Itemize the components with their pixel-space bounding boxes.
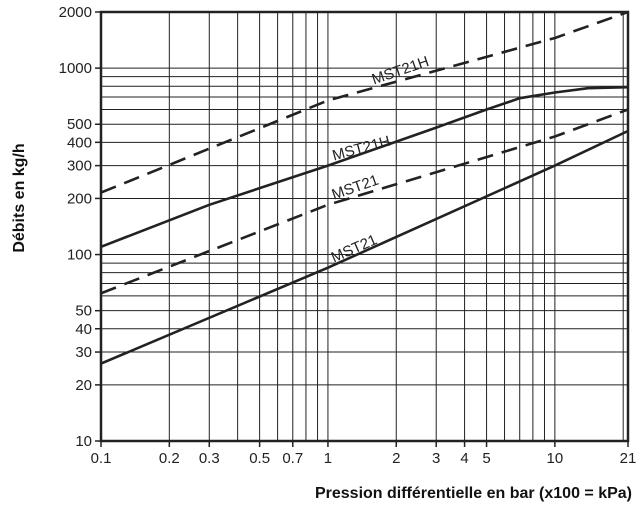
y-tick-label: 20: [75, 377, 92, 394]
y-tick-label: 300: [67, 158, 92, 175]
x-tick-label: 5: [482, 450, 490, 467]
series-line-mst21h-solid: [100, 85, 629, 249]
series-line-mst21-solid: [100, 129, 629, 365]
y-tick-label: 40: [75, 321, 92, 338]
x-tick-label: 21: [620, 450, 636, 467]
series-label: MST21: [329, 231, 380, 266]
plot-frame: [99, 10, 630, 443]
x-axis-ticks: 0.1 0.2 0.3 0.5 0.7 1 2 3 4 5 10 21: [91, 441, 636, 467]
series-line-mst21h-dashed: [100, 10, 629, 194]
y-axis-title: Débits en kg/h: [11, 143, 28, 252]
y-tick-label: 100: [67, 247, 92, 264]
x-tick-label: 3: [432, 450, 440, 467]
series-line-mst21-dashed: [100, 108, 629, 295]
y-tick-label: 1000: [59, 60, 92, 77]
x-tick-label: 0.3: [199, 450, 220, 467]
y-tick-label: 400: [67, 134, 92, 151]
series-label: MST21H: [370, 53, 432, 88]
x-tick-label: 0.5: [249, 450, 270, 467]
x-tick-label: 0.1: [91, 450, 112, 467]
x-axis-title: Pression différentielle en bar (x100 = k…: [315, 485, 632, 502]
x-tick-label: 0.2: [159, 450, 180, 467]
grid: [100, 11, 629, 442]
y-tick-label: 30: [75, 344, 92, 361]
x-tick-label: 2: [392, 450, 400, 467]
y-tick-label: 10: [75, 433, 92, 450]
series-label: MST21H: [331, 133, 393, 165]
x-tick-label: 0.7: [282, 450, 303, 467]
series-lines: [100, 10, 629, 365]
y-tick-label: 2000: [59, 4, 92, 21]
y-tick-label: 500: [67, 116, 92, 133]
y-tick-label: 200: [67, 190, 92, 207]
x-tick-label: 4: [460, 450, 468, 467]
x-tick-label: 10: [547, 450, 564, 467]
y-tick-label: 50: [75, 303, 92, 320]
x-tick-label: 1: [324, 450, 332, 467]
